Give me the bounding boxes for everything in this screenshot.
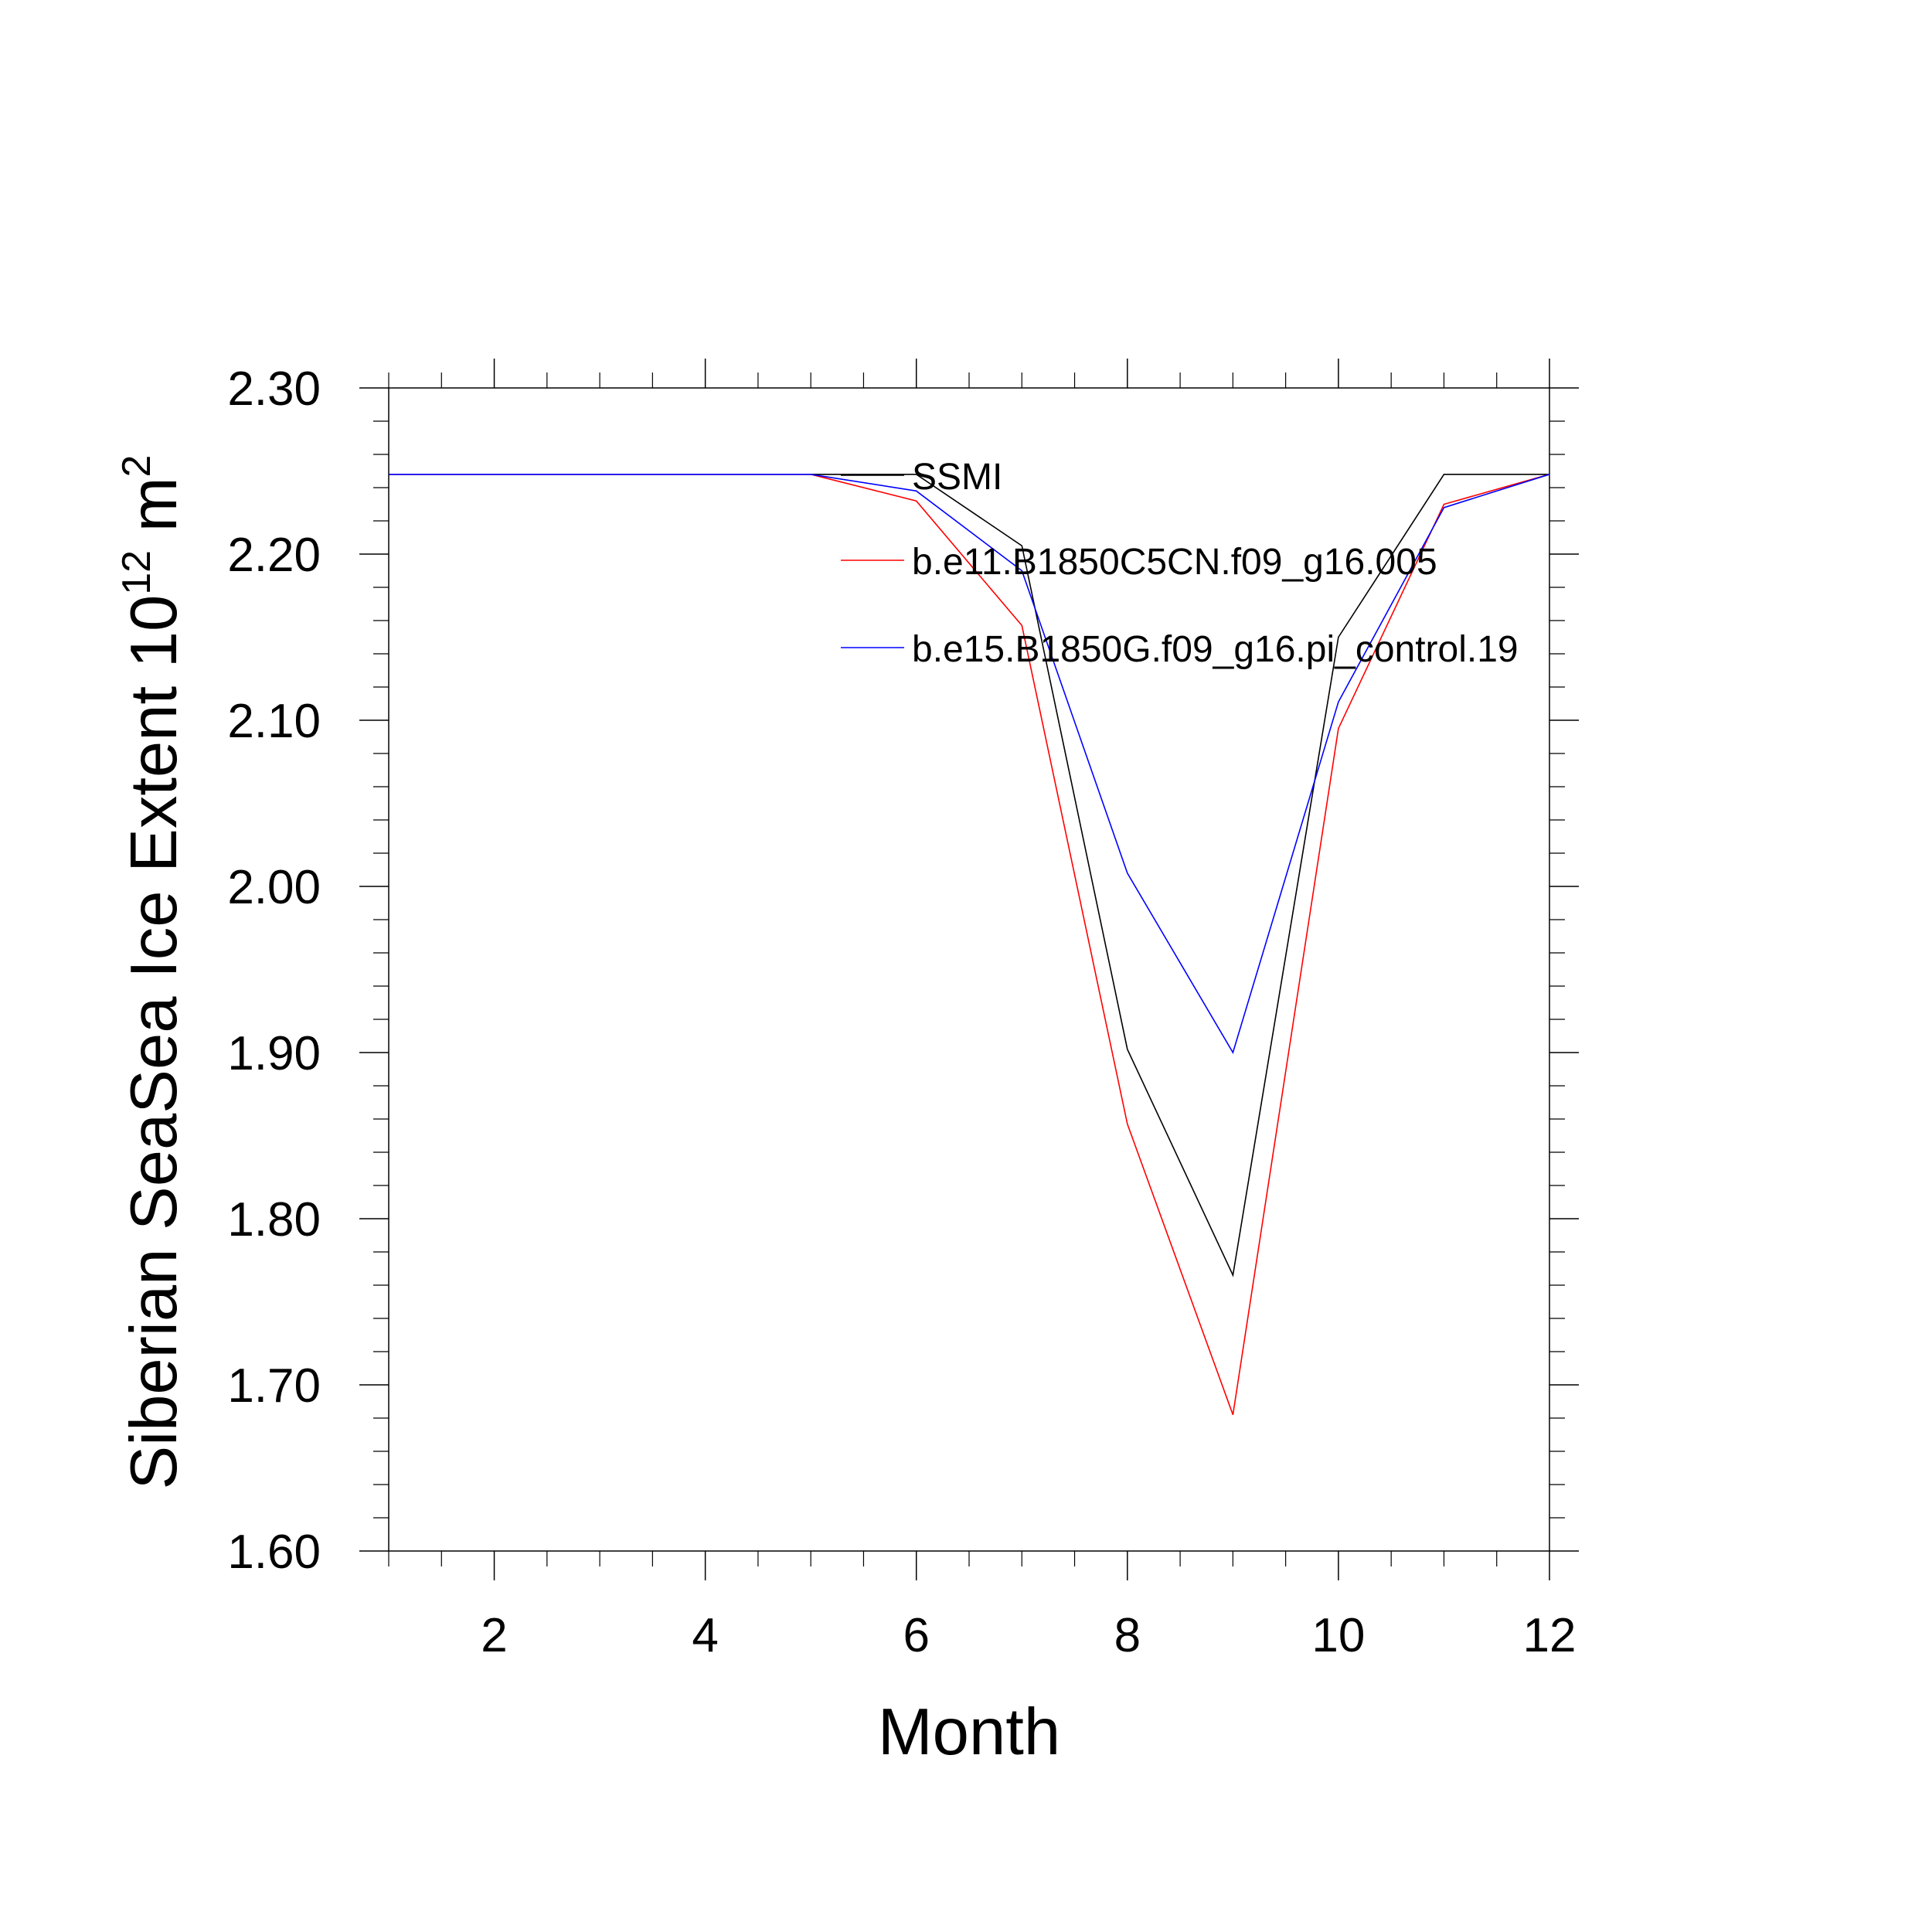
x-tick-label: 2 (481, 1609, 507, 1662)
y-tick-label: 2.30 (227, 362, 321, 416)
y-tick-label: 1.60 (227, 1526, 321, 1579)
y-tick-label: 2.00 (227, 861, 321, 914)
y-tick-label: 2.20 (227, 529, 321, 582)
x-tick-label: 10 (1311, 1609, 1365, 1662)
x-tick-label: 8 (1114, 1609, 1141, 1662)
y-tick-label: 1.70 (227, 1359, 321, 1413)
y-axis-title-exponent: 12 (114, 550, 159, 595)
y-tick-label: 1.80 (227, 1193, 321, 1247)
x-tick-label: 4 (692, 1609, 718, 1662)
series-line-2 (389, 473, 1550, 1415)
tick-marks (359, 359, 1579, 1580)
y-axis-title-unit: m (117, 477, 191, 549)
series-line-1 (389, 473, 1549, 1277)
tick-labels: 2 4 6 8 10 12 1.60 1.70 1.80 1.90 2.00 2.10 2.20 2.30 (227, 362, 1576, 1662)
y-axis-title-unit-exponent: 2 (114, 455, 159, 478)
series-layer (389, 473, 1550, 1415)
y-tick-label: 1.90 (227, 1027, 321, 1080)
x-tick-label: 6 (903, 1609, 929, 1662)
x-axis-title: Month (878, 1696, 1060, 1769)
x-tick-label: 12 (1523, 1609, 1577, 1662)
y-axis-title: Siberian SeaSea Ice Extent 1012 m2 (114, 455, 191, 1490)
y-tick-label: 2.10 (227, 695, 321, 748)
series-line-3 (389, 473, 1550, 1054)
legend-label-1: SSMI (912, 457, 1002, 498)
legend-label-2: b.e11.B1850C5CN.f09_g16.005 (912, 542, 1437, 583)
legend-label-3: b.e15.B1850G.f09_g16.pi_control.19 (912, 629, 1519, 670)
legend: SSMI b.e11.B1850C5CN.f09_g16.005 b.e15.B18… (841, 457, 1519, 670)
y-axis-title-main: Siberian SeaSea Ice Extent 10 (117, 595, 191, 1490)
